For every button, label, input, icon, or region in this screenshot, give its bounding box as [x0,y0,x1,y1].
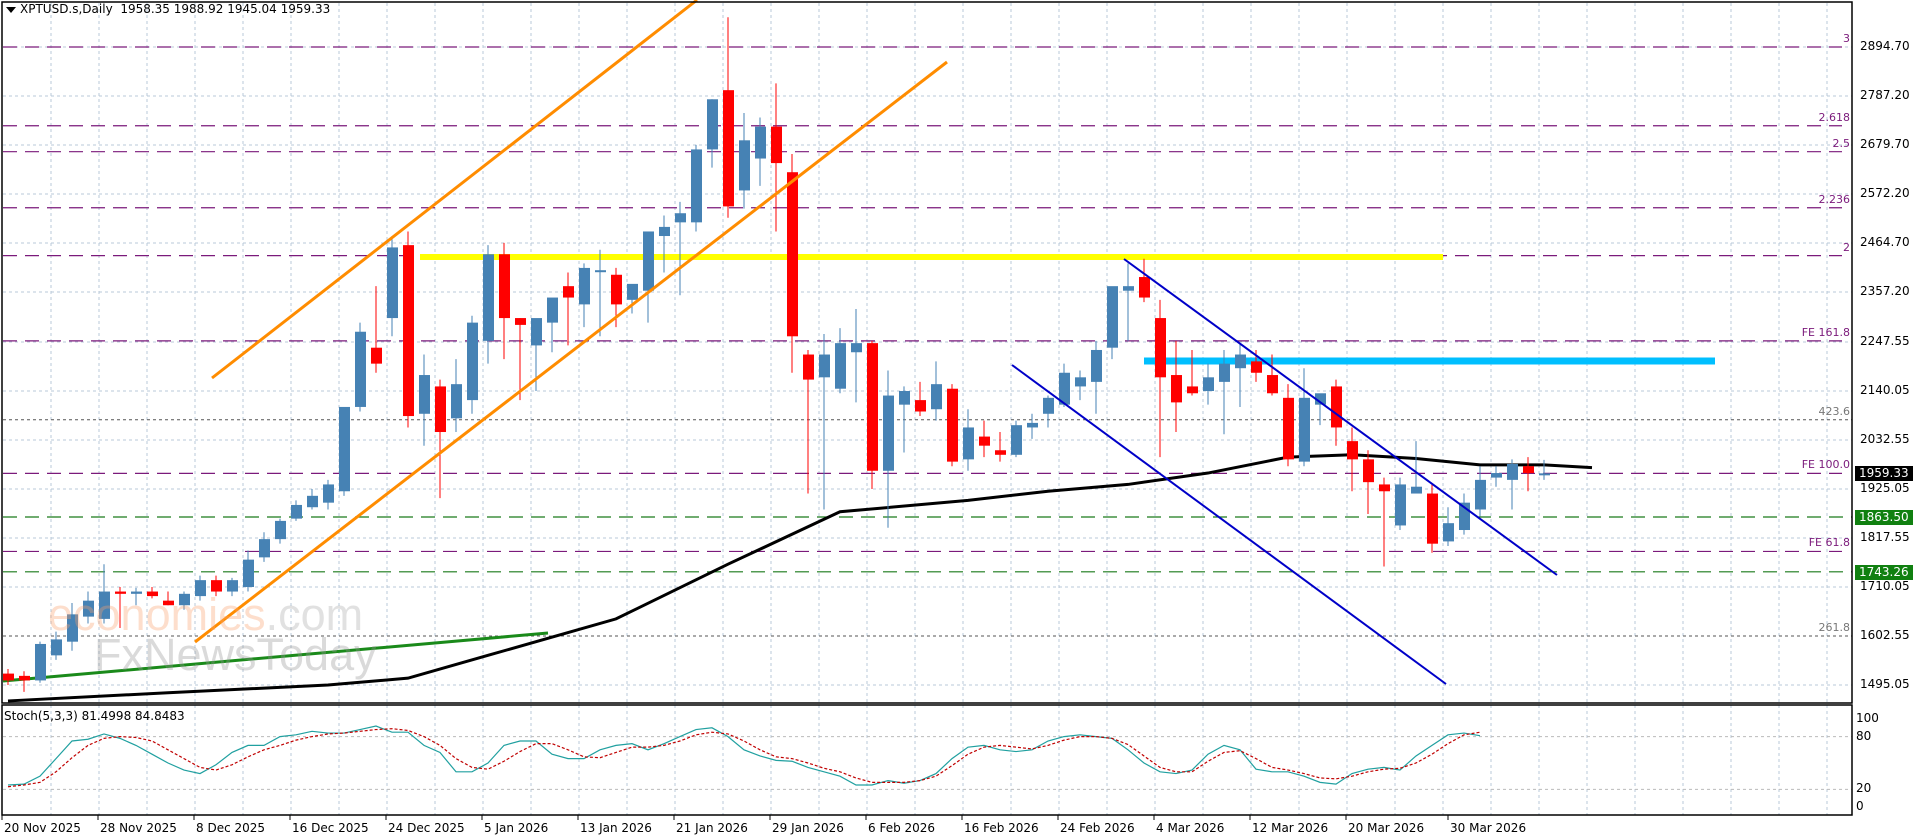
price-axis-label: 2464.70 [1860,234,1910,249]
price-axis-label: 1817.55 [1860,529,1910,544]
price-axis-label: 1602.55 [1860,627,1910,642]
fib-label-f25: 2.5 [1832,136,1851,150]
date-axis-label: 20 Nov 2025 [4,821,81,835]
trend-drawings [2,254,1715,683]
date-axis-label: 28 Nov 2025 [100,821,177,835]
date-axis-label: 21 Jan 2026 [676,821,748,835]
date-axis-label: 20 Mar 2026 [1348,821,1425,835]
grid-lines [3,3,1852,815]
fib-label-f3: 3 [1843,32,1850,45]
date-axis-label: 29 Jan 2026 [772,821,844,835]
stoch-axis-label: 0 [1856,799,1864,813]
price-axis-label: 2679.70 [1860,136,1910,151]
stoch-axis-label: 100 [1856,711,1879,725]
fib-label-fe100: FE 100.0 [1801,458,1850,472]
date-axis-label: 5 Jan 2026 [484,821,549,835]
date-axis-label: 4 Mar 2026 [1156,821,1225,835]
date-axis-label: 30 Mar 2026 [1450,821,1527,835]
channel-lines [194,0,1558,685]
price-axis-label: 2894.70 [1860,39,1910,53]
date-axis-label: 8 Dec 2025 [196,821,266,835]
fib-label-f2236: 2.236 [1818,192,1851,206]
fib-label-r4236: 423.6 [1818,404,1851,418]
date-axis-label: 24 Dec 2025 [388,821,465,835]
date-axis-label: 16 Dec 2025 [292,821,369,835]
date-axis-label: 16 Feb 2026 [964,821,1039,835]
moving-average-line [7,453,1593,703]
price-axis-label: 2357.20 [1860,283,1910,298]
date-axis-label: 13 Jan 2026 [580,821,652,835]
symbol-label: XPTUSD.s,Daily [20,2,113,16]
ohlc-values: 1958.35 1988.92 1945.04 1959.33 [120,2,331,16]
stoch-indicator-label: Stoch(5,3,3) 81.4998 84.8483 [4,709,185,723]
panel-frames [1,1,1853,820]
fib-label-r2618: 261.8 [1818,620,1851,634]
support-price-tag-1: 1863.50 [1855,510,1913,525]
price-axis-label: 2032.55 [1860,431,1910,446]
fib-label-fe1618: FE 161.8 [1801,325,1850,339]
fib-levels [3,46,1852,637]
fib-label-fe618: FE 61.8 [1808,536,1850,550]
current-price-tag: 1959.33 [1855,466,1913,481]
fib-label-f2618: 2.618 [1818,110,1851,124]
collapse-triangle-icon[interactable] [6,6,16,13]
price-axis-label: 1495.05 [1860,676,1910,691]
date-axis-label: 24 Feb 2026 [1060,821,1135,835]
stochastic-panel [7,725,1481,788]
date-axis-label: 6 Feb 2026 [868,821,936,835]
support-price-tag-2: 1743.26 [1855,565,1913,580]
stoch-axis-label: 20 [1856,781,1872,796]
price-axis-label: 2572.20 [1860,185,1910,200]
price-axis-label: 1925.05 [1860,480,1910,495]
price-axis-label: 2140.05 [1860,382,1910,397]
stoch-axis-label: 80 [1856,728,1872,743]
fib-label-f2: 2 [1843,240,1850,254]
price-axis-label: 1710.05 [1860,578,1910,593]
price-axis-label: 2787.20 [1860,87,1910,102]
price-axis-label: 2247.55 [1860,333,1910,348]
chart-title: XPTUSD.s,Daily 1958.35 1988.92 1945.04 1… [6,2,330,16]
date-axis-label: 12 Mar 2026 [1252,821,1329,835]
